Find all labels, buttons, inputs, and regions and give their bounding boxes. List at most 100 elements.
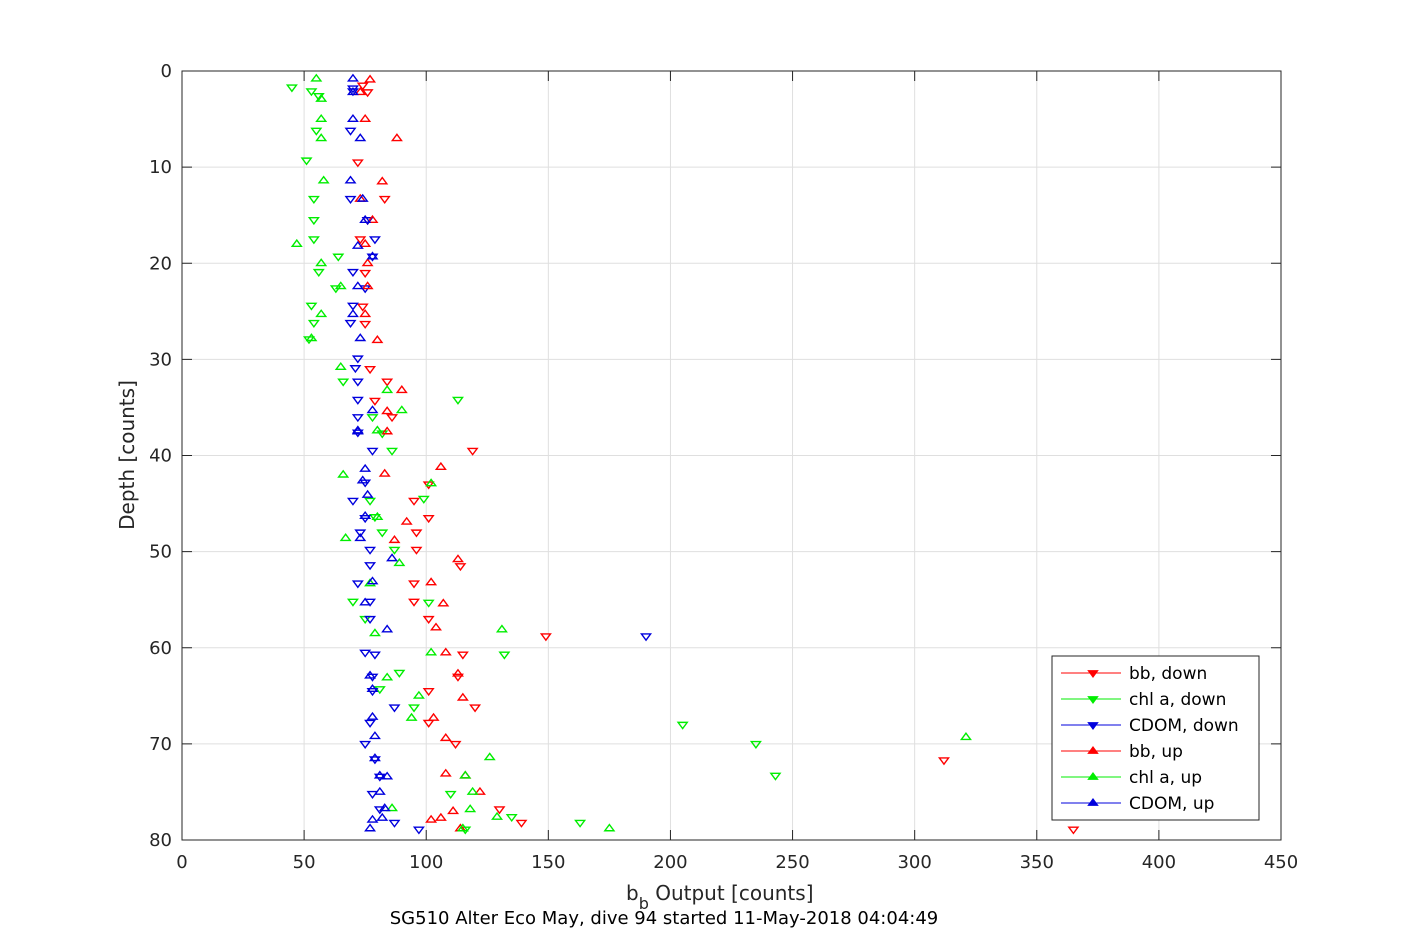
series-4 (290, 73, 972, 832)
data-point (410, 546, 423, 555)
data-point (366, 414, 379, 423)
data-point (364, 578, 377, 587)
data-point (395, 385, 408, 394)
data-point (451, 396, 464, 405)
data-point (390, 133, 403, 142)
data-point (364, 615, 377, 625)
data-point (376, 812, 389, 821)
data-point (364, 719, 377, 728)
data-point (505, 813, 518, 823)
data-point (376, 176, 389, 185)
x-tick-label: 50 (293, 852, 316, 873)
x-tick-label: 450 (1264, 852, 1298, 873)
legend-label: CDOM, up (1129, 794, 1214, 814)
data-point (359, 113, 372, 123)
data-point (315, 93, 328, 102)
data-point (356, 303, 369, 312)
data-point (427, 712, 440, 721)
data-point (456, 823, 469, 832)
data-point (422, 688, 435, 697)
data-point (381, 771, 394, 780)
data-point (315, 113, 328, 123)
legend-label: bb, up (1129, 742, 1183, 762)
data-point (378, 468, 391, 477)
data-point (405, 712, 418, 721)
data-point (366, 253, 379, 262)
data-point (464, 804, 477, 813)
data-point (364, 823, 377, 832)
axes (181, 70, 1282, 841)
data-point (346, 113, 359, 123)
data-point (381, 672, 394, 681)
data-point (386, 553, 399, 562)
data-point (361, 281, 374, 290)
data-point (346, 268, 359, 278)
data-point (346, 73, 359, 82)
data-point (366, 447, 379, 456)
data-point (337, 469, 350, 478)
series-3 (354, 74, 486, 832)
data-point (344, 319, 357, 328)
data-point (439, 732, 452, 742)
series-0 (351, 82, 1080, 835)
data-point (422, 599, 435, 608)
legend-label: CDOM, down (1129, 716, 1239, 736)
data-point (371, 335, 384, 344)
x-tick-label: 250 (775, 852, 809, 873)
data-point (307, 319, 320, 328)
data-points (285, 73, 1080, 835)
data-point (451, 668, 464, 677)
legend-marker (1087, 722, 1099, 730)
data-point (359, 269, 372, 278)
data-point (439, 768, 452, 777)
data-point (354, 87, 367, 96)
data-point (444, 790, 457, 799)
data-point (366, 251, 379, 260)
data-point (493, 806, 506, 815)
data-point (300, 157, 313, 166)
data-point (495, 624, 508, 633)
data-point (368, 236, 381, 245)
legend-marker (1087, 670, 1099, 678)
data-point (381, 378, 394, 387)
data-point (447, 806, 460, 815)
x-axis-label: bb Output [counts] (626, 881, 814, 913)
data-point (425, 478, 438, 487)
data-point (366, 814, 379, 823)
data-point (459, 770, 472, 779)
data-point (307, 236, 320, 245)
data-point (937, 757, 950, 766)
y-tick-labels: 0 10 20 30 40 50 60 70 80 (149, 61, 172, 851)
data-point (368, 753, 381, 762)
data-point (359, 649, 372, 658)
data-point (364, 74, 377, 83)
data-point (381, 426, 394, 435)
data-point (351, 396, 364, 405)
data-point (356, 82, 369, 91)
data-point (373, 770, 386, 779)
x-axis-label-main: b (626, 881, 639, 905)
data-point (388, 704, 401, 713)
data-point (434, 461, 447, 471)
data-point (356, 193, 369, 202)
y-tick-label: 20 (149, 253, 172, 274)
data-point (378, 195, 391, 204)
data-point (351, 355, 364, 364)
data-point (334, 361, 347, 371)
data-point (310, 127, 323, 136)
x-tick-label: 150 (531, 852, 565, 873)
data-point (366, 576, 379, 585)
data-point (351, 414, 364, 423)
data-point (408, 497, 421, 506)
data-point (408, 598, 421, 607)
data-point (574, 819, 587, 828)
data-point (769, 772, 782, 781)
legend-marker (1087, 772, 1099, 780)
data-point (483, 752, 496, 761)
data-point (408, 580, 421, 589)
x-axis-label-rest: Output [counts] (649, 881, 814, 905)
series-5 (344, 73, 399, 832)
data-point (640, 633, 653, 642)
data-point (346, 309, 359, 318)
